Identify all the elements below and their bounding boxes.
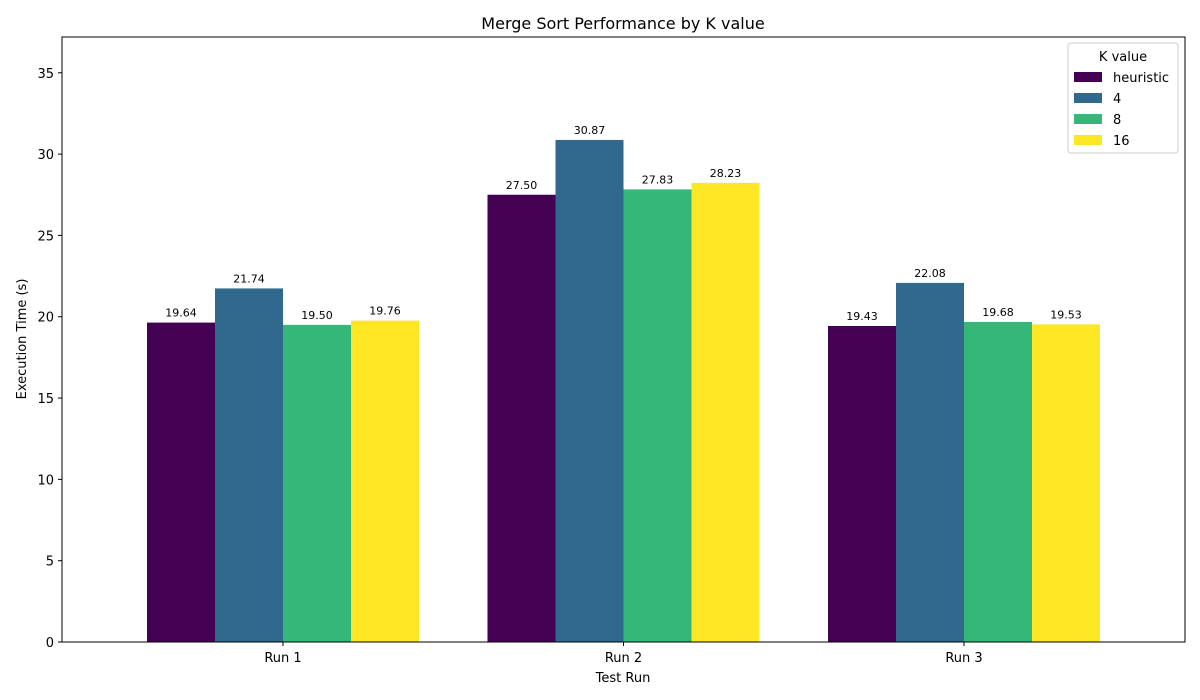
data-label: 22.08 [914, 267, 946, 280]
y-axis-label: Execution Time (s) [15, 279, 30, 400]
y-tick-label: 15 [37, 392, 54, 407]
data-label: 19.53 [1050, 308, 1082, 321]
data-label: 19.64 [165, 307, 197, 320]
bar-2-1 [487, 194, 556, 642]
y-tick-label: 20 [37, 311, 54, 326]
x-tick-label: Run 3 [945, 651, 982, 666]
data-label: 19.43 [846, 310, 878, 323]
y-tick-label: 5 [46, 555, 54, 570]
legend: K value heuristic 4 8 16 [1067, 42, 1179, 154]
x-tick-label: Run 2 [605, 651, 642, 666]
data-label: 27.83 [642, 173, 674, 186]
legend-item-label: 8 [1113, 113, 1121, 128]
legend-swatch [1074, 135, 1102, 145]
data-label: 30.87 [574, 124, 606, 137]
bar-3-1 [828, 326, 896, 642]
bar-3-4 [1032, 324, 1100, 642]
bars-layer [147, 139, 1100, 643]
y-tick-label: 10 [37, 473, 54, 488]
y-tick-label: 35 [37, 67, 54, 82]
bar-3-3 [964, 321, 1032, 642]
bar-1-2 [215, 288, 283, 642]
legend-swatch [1074, 93, 1102, 103]
y-tick-label: 0 [46, 636, 54, 651]
legend-item-label: 4 [1113, 92, 1121, 107]
y-tick-label: 30 [37, 148, 54, 163]
bar-1-3 [283, 324, 351, 642]
data-label: 27.50 [506, 179, 538, 192]
bar-2-3 [623, 189, 692, 643]
data-labels-layer: 19.64 21.74 19.50 19.76 27.50 30.87 27.83 28.23… [165, 124, 1082, 323]
legend-swatch [1074, 114, 1102, 124]
axes-layer: 0 5 10 15 20 25 30 35 Run 1 Run 2 Run 3 [37, 36, 1186, 666]
chart-title: Merge Sort Performance by K value [481, 14, 764, 33]
data-label: 28.23 [710, 167, 742, 180]
data-label: 21.74 [233, 272, 265, 285]
bar-2-2 [555, 139, 624, 643]
data-label: 19.76 [369, 305, 401, 318]
legend-title: K value [1099, 50, 1147, 65]
data-label: 19.68 [982, 306, 1014, 319]
bar-3-2 [896, 282, 964, 642]
data-label: 19.50 [301, 309, 333, 322]
y-tick-label: 25 [37, 229, 54, 244]
bar-1-4 [351, 320, 419, 642]
bar-2-4 [691, 182, 760, 643]
x-tick-label: Run 1 [264, 651, 301, 666]
x-axis-label: Test Run [595, 671, 651, 686]
legend-swatch [1074, 72, 1102, 82]
legend-box [1067, 42, 1179, 154]
bar-1-1 [147, 322, 215, 642]
legend-item-label: 16 [1113, 134, 1130, 149]
legend-item-label: heuristic [1113, 71, 1169, 86]
